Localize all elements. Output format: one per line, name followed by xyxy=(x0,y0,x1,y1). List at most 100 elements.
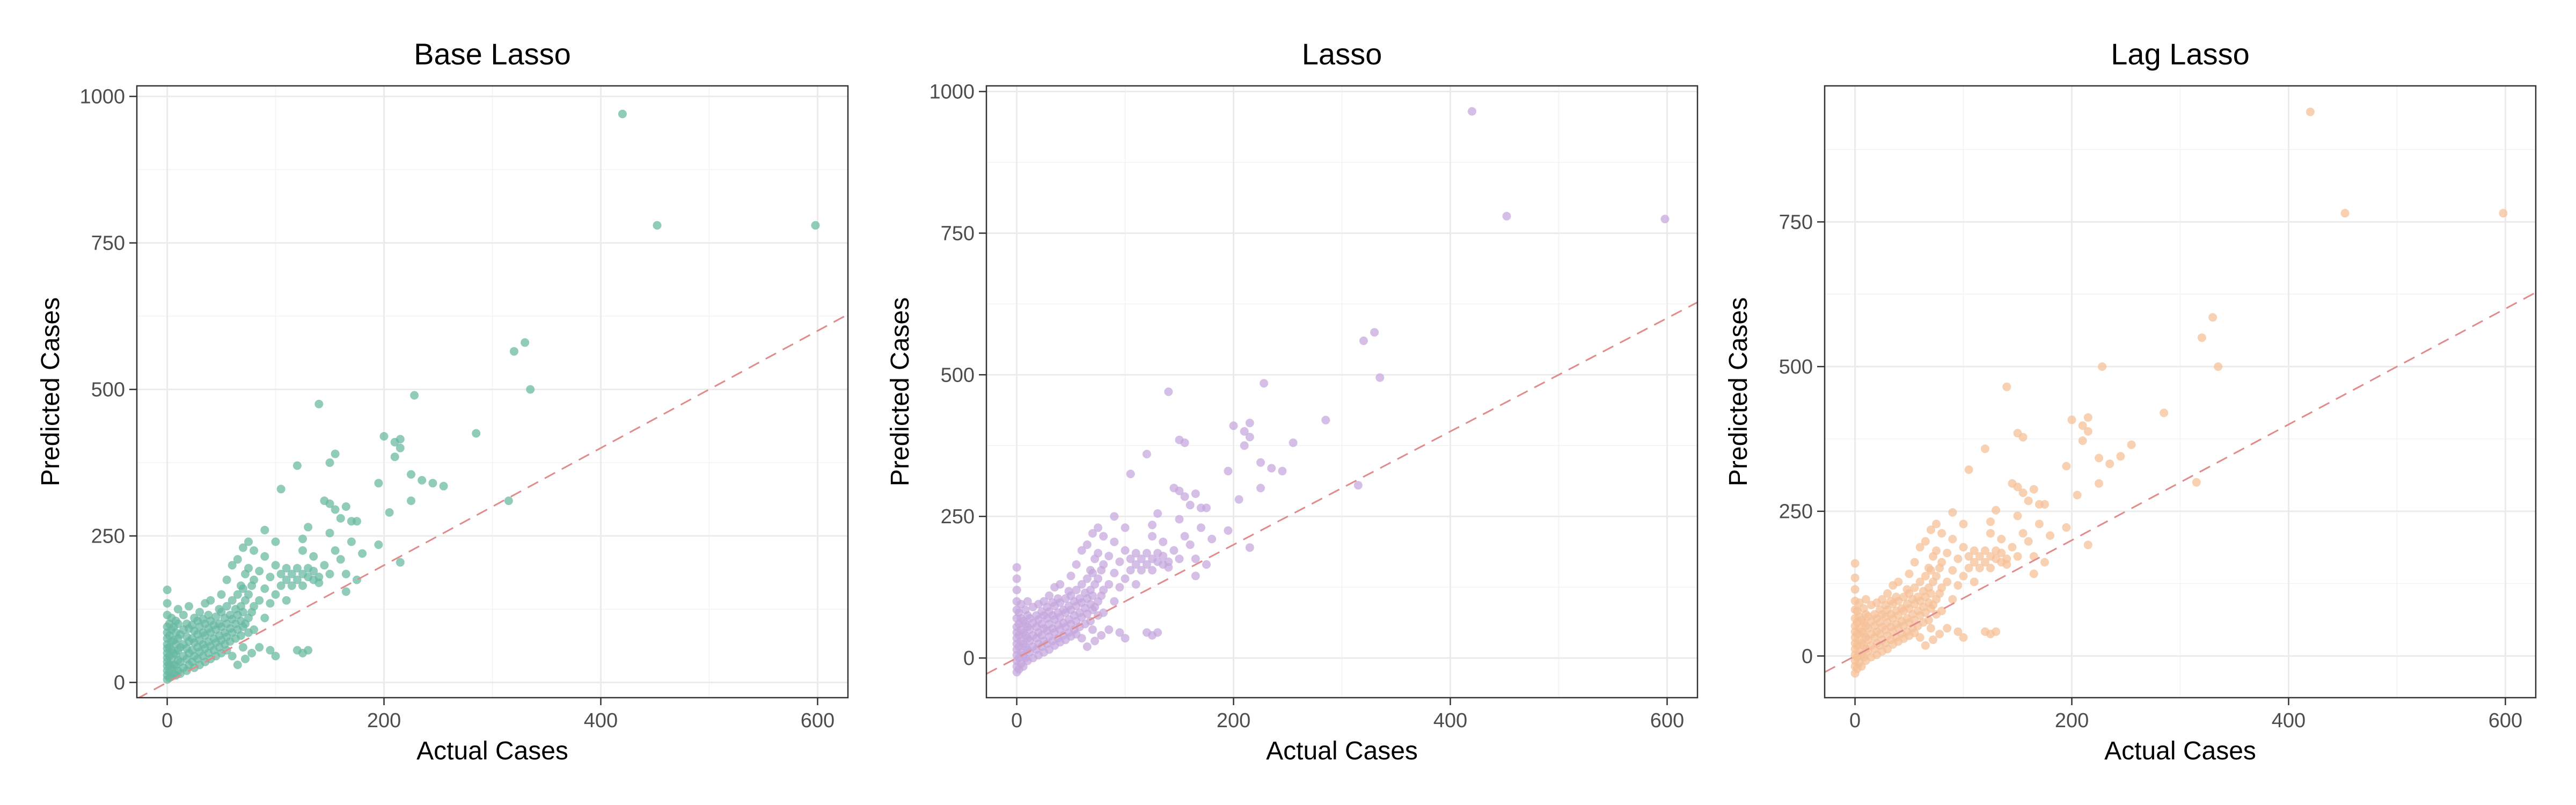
scatter-point xyxy=(1992,627,2001,636)
scatter-point xyxy=(228,652,237,661)
scatter-point xyxy=(1094,574,1102,583)
scatter-point xyxy=(439,481,448,491)
x-tick-label: 200 xyxy=(2055,709,2089,732)
plot-area: 0 200 400 600 0 250 500 750 1000 xyxy=(79,85,849,732)
scatter-point xyxy=(1980,558,1989,567)
scatter-point xyxy=(1185,540,1195,549)
scatter-point xyxy=(1072,586,1081,595)
y-tick-label: 0 xyxy=(1802,645,1813,668)
scatter-point xyxy=(1894,577,1903,587)
scatter-point xyxy=(1937,558,1946,567)
x-tick-label: 400 xyxy=(2272,709,2306,732)
scatter-point xyxy=(1131,580,1140,589)
scatter-point xyxy=(1159,552,1168,561)
scatter-point xyxy=(282,596,291,605)
axes: 0 200 400 600 0 250 500 750 xyxy=(1779,211,2523,732)
scatter-point xyxy=(1110,512,1119,521)
scatter-point xyxy=(1929,635,1937,645)
scatter-point xyxy=(811,221,820,230)
scatter-point xyxy=(1467,107,1476,116)
scatter-points xyxy=(1012,107,1670,677)
scatter-point xyxy=(2018,488,2028,497)
scatter-point xyxy=(1153,628,1162,637)
scatter-point xyxy=(1126,554,1135,564)
x-tick-label: 600 xyxy=(1650,709,1684,732)
scatter-points xyxy=(163,109,820,684)
scatter-point xyxy=(1131,548,1140,558)
x-axis-label: Actual Cases xyxy=(1266,737,1418,765)
scatter-point xyxy=(1964,465,1973,474)
scatter-point xyxy=(1110,568,1119,577)
scatter-point xyxy=(618,109,627,119)
major-grid xyxy=(137,86,848,698)
scatter-point xyxy=(1153,509,1162,518)
scatter-point xyxy=(1953,627,1963,636)
scatter-point xyxy=(2192,478,2201,487)
scatter-point xyxy=(1234,495,1243,504)
scatter-point xyxy=(1148,566,1157,575)
scatter-point xyxy=(1992,506,2001,515)
scatter-point xyxy=(292,575,302,584)
scatter-point xyxy=(2013,511,2022,521)
scatter-point xyxy=(2018,529,2028,538)
scatter-point xyxy=(1850,559,1860,568)
major-grid xyxy=(986,86,1697,698)
scatter-point xyxy=(244,564,253,573)
scatter-point xyxy=(1970,558,1979,567)
scatter-point xyxy=(385,508,394,517)
scatter-point xyxy=(195,608,204,617)
scatter-point xyxy=(2002,382,2011,391)
scatter-point xyxy=(336,555,345,564)
scatter-point xyxy=(241,654,250,663)
y-tick-label: 750 xyxy=(1779,211,1813,233)
scatter-point xyxy=(2035,519,2044,529)
panel-border xyxy=(985,85,1699,699)
scatter-point xyxy=(347,537,356,546)
scatter-point xyxy=(336,514,345,523)
scatter-point xyxy=(2098,362,2107,371)
scatter-point xyxy=(1012,574,1021,583)
y-axis-label: Predicted Cases xyxy=(36,297,65,486)
scatter-point xyxy=(1077,546,1086,555)
x-tick-label: 0 xyxy=(1011,709,1022,732)
scatter-point xyxy=(2078,436,2087,445)
scatter-point xyxy=(1943,577,1952,587)
x-axis-label: Actual Cases xyxy=(2104,737,2256,765)
scatter-point xyxy=(1077,580,1086,589)
scatter-point xyxy=(1066,572,1075,581)
scatter-point xyxy=(266,573,275,582)
scatter-point xyxy=(1245,543,1254,552)
scatter-point xyxy=(526,385,535,394)
x-axis-label: Actual Cases xyxy=(416,737,568,765)
scatter-point xyxy=(1959,572,1968,581)
scatter-point xyxy=(1321,415,1330,425)
scatter-point xyxy=(1126,566,1135,575)
scatter-point xyxy=(236,631,245,640)
scatter-point xyxy=(1861,595,1870,604)
scatter-point xyxy=(304,523,313,532)
scatter-point xyxy=(1937,606,1946,616)
scatter-point xyxy=(1082,642,1092,651)
scatter-point xyxy=(163,586,172,595)
scatter-point xyxy=(1240,441,1249,450)
scatter-point xyxy=(2208,313,2218,322)
scatter-point xyxy=(287,569,296,579)
scatter-point xyxy=(1185,501,1195,510)
y-tick-label: 250 xyxy=(941,506,975,528)
scatter-point xyxy=(260,613,269,623)
scatter-point xyxy=(1850,573,1860,582)
scatter-point xyxy=(1997,535,2006,544)
scatter-point xyxy=(298,546,307,555)
scatter-point xyxy=(304,646,313,655)
scatter-point xyxy=(504,496,513,506)
major-grid xyxy=(1825,86,2536,698)
scatter-point xyxy=(271,537,280,546)
scatter-point xyxy=(1375,373,1385,382)
reference-line xyxy=(986,301,1697,675)
scatter-point xyxy=(314,573,324,582)
scatter-point xyxy=(374,479,383,488)
scatter-point xyxy=(2340,209,2350,218)
y-tick-label: 0 xyxy=(963,647,975,670)
scatter-point xyxy=(1115,628,1124,637)
scatter-point xyxy=(1915,577,1924,587)
